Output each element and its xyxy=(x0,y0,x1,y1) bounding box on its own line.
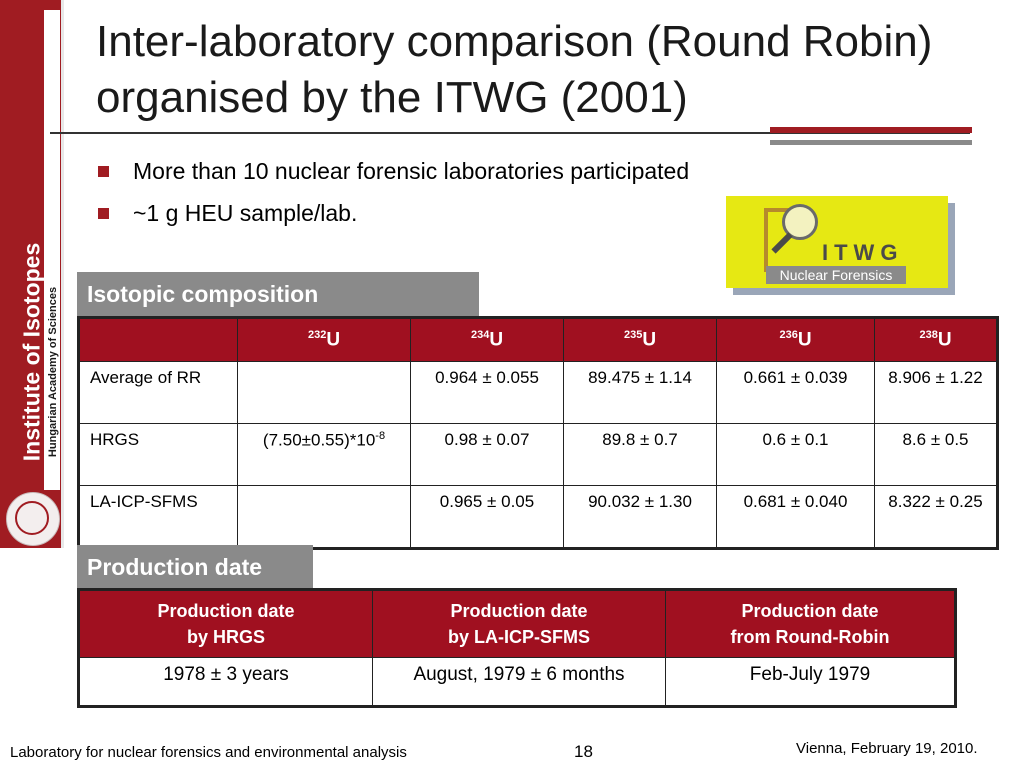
footer-date: Vienna, February 19, 2010. xyxy=(796,740,978,757)
table-header-row: Production date by HRGS Production date by… xyxy=(78,589,956,658)
bullet-square-icon xyxy=(98,165,109,177)
table-header-empty xyxy=(78,317,238,362)
cell-u232 xyxy=(237,361,411,424)
table-header-la-icp: Production date by LA-ICP-SFMS xyxy=(372,589,666,658)
cell-u235: 89.8 ± 0.7 xyxy=(563,423,717,486)
isotopic-table: 232U 234U 235U 236U 238U Average of RR 0… xyxy=(77,316,999,550)
cell-u234: 0.964 ± 0.055 xyxy=(410,361,564,424)
sidebar-stripe xyxy=(44,10,60,490)
cell-u238: 8.322 ± 0.25 xyxy=(874,485,998,549)
cell-la-icp: August, 1979 ± 6 months xyxy=(372,657,666,707)
sidebar-band: Institute of Isotopes Hungarian Academy … xyxy=(0,0,64,548)
title-accent-bar-grey xyxy=(770,140,972,145)
bullet-item: More than 10 nuclear forensic laboratori… xyxy=(98,150,689,192)
row-label: HRGS xyxy=(78,423,238,486)
title-accent-bar xyxy=(770,127,972,133)
isotopic-section-label: Isotopic composition xyxy=(77,272,479,316)
table-row: LA-ICP-SFMS 0.965 ± 0.05 90.032 ± 1.30 0… xyxy=(78,485,998,549)
table-row: HRGS (7.50±0.55)*10-8 0.98 ± 0.07 89.8 ±… xyxy=(78,423,998,486)
title-divider xyxy=(50,132,970,134)
logo-itwg-text: ITWG xyxy=(822,240,904,265)
table-header-row: 232U 234U 235U 236U 238U xyxy=(78,317,998,362)
cell-u236: 0.661 ± 0.039 xyxy=(716,361,875,424)
slide-title: Inter-laboratory comparison (Round Robin… xyxy=(96,17,933,122)
table-header-u234: 234U xyxy=(410,317,564,362)
table-row: 1978 ± 3 years August, 1979 ± 6 months F… xyxy=(78,657,956,707)
cell-u235: 89.475 ± 1.14 xyxy=(563,361,717,424)
table-header-hrgs: Production date by HRGS xyxy=(78,589,373,658)
table-header-u238: 238U xyxy=(874,317,998,362)
cell-u232: (7.50±0.55)*10-8 xyxy=(237,423,411,486)
bullet-item: ~1 g HEU sample/lab. xyxy=(98,192,689,234)
table-header-u235: 235U xyxy=(563,317,717,362)
academy-name: Hungarian Academy of Sciences xyxy=(47,286,59,458)
institute-seal-icon xyxy=(6,492,60,546)
cell-hrgs: 1978 ± 3 years xyxy=(78,657,373,707)
bullet-text: ~1 g HEU sample/lab. xyxy=(133,200,358,226)
cell-u236: 0.681 ± 0.040 xyxy=(716,485,875,549)
cell-round-robin: Feb-July 1979 xyxy=(665,657,956,707)
institute-name: Institute of Isotopes xyxy=(18,242,45,462)
production-table: Production date by HRGS Production date by… xyxy=(77,588,957,708)
logo-subtitle: Nuclear Forensics xyxy=(766,266,906,284)
table-row: Average of RR 0.964 ± 0.055 89.475 ± 1.1… xyxy=(78,361,998,424)
production-section-label: Production date xyxy=(77,545,313,589)
cell-u238: 8.906 ± 1.22 xyxy=(874,361,998,424)
cell-u234: 0.965 ± 0.05 xyxy=(410,485,564,549)
table-header-round-robin: Production date from Round-Robin xyxy=(665,589,956,658)
document-icon xyxy=(764,208,796,272)
bullet-list: More than 10 nuclear forensic laboratori… xyxy=(98,150,689,234)
row-label: LA-ICP-SFMS xyxy=(78,485,238,549)
table-header-u236: 236U xyxy=(716,317,875,362)
footer-lab-name: Laboratory for nuclear forensics and env… xyxy=(10,744,407,761)
cell-u236: 0.6 ± 0.1 xyxy=(716,423,875,486)
page-number: 18 xyxy=(574,742,593,761)
bullet-square-icon xyxy=(98,207,109,219)
itwg-logo: ITWG Nuclear Forensics xyxy=(726,196,948,288)
cell-u232 xyxy=(237,485,411,549)
cell-u234: 0.98 ± 0.07 xyxy=(410,423,564,486)
table-header-u232: 232U xyxy=(237,317,411,362)
cell-u238: 8.6 ± 0.5 xyxy=(874,423,998,486)
cell-u235: 90.032 ± 1.30 xyxy=(563,485,717,549)
bullet-text: More than 10 nuclear forensic laboratori… xyxy=(133,158,690,184)
row-label: Average of RR xyxy=(78,361,238,424)
